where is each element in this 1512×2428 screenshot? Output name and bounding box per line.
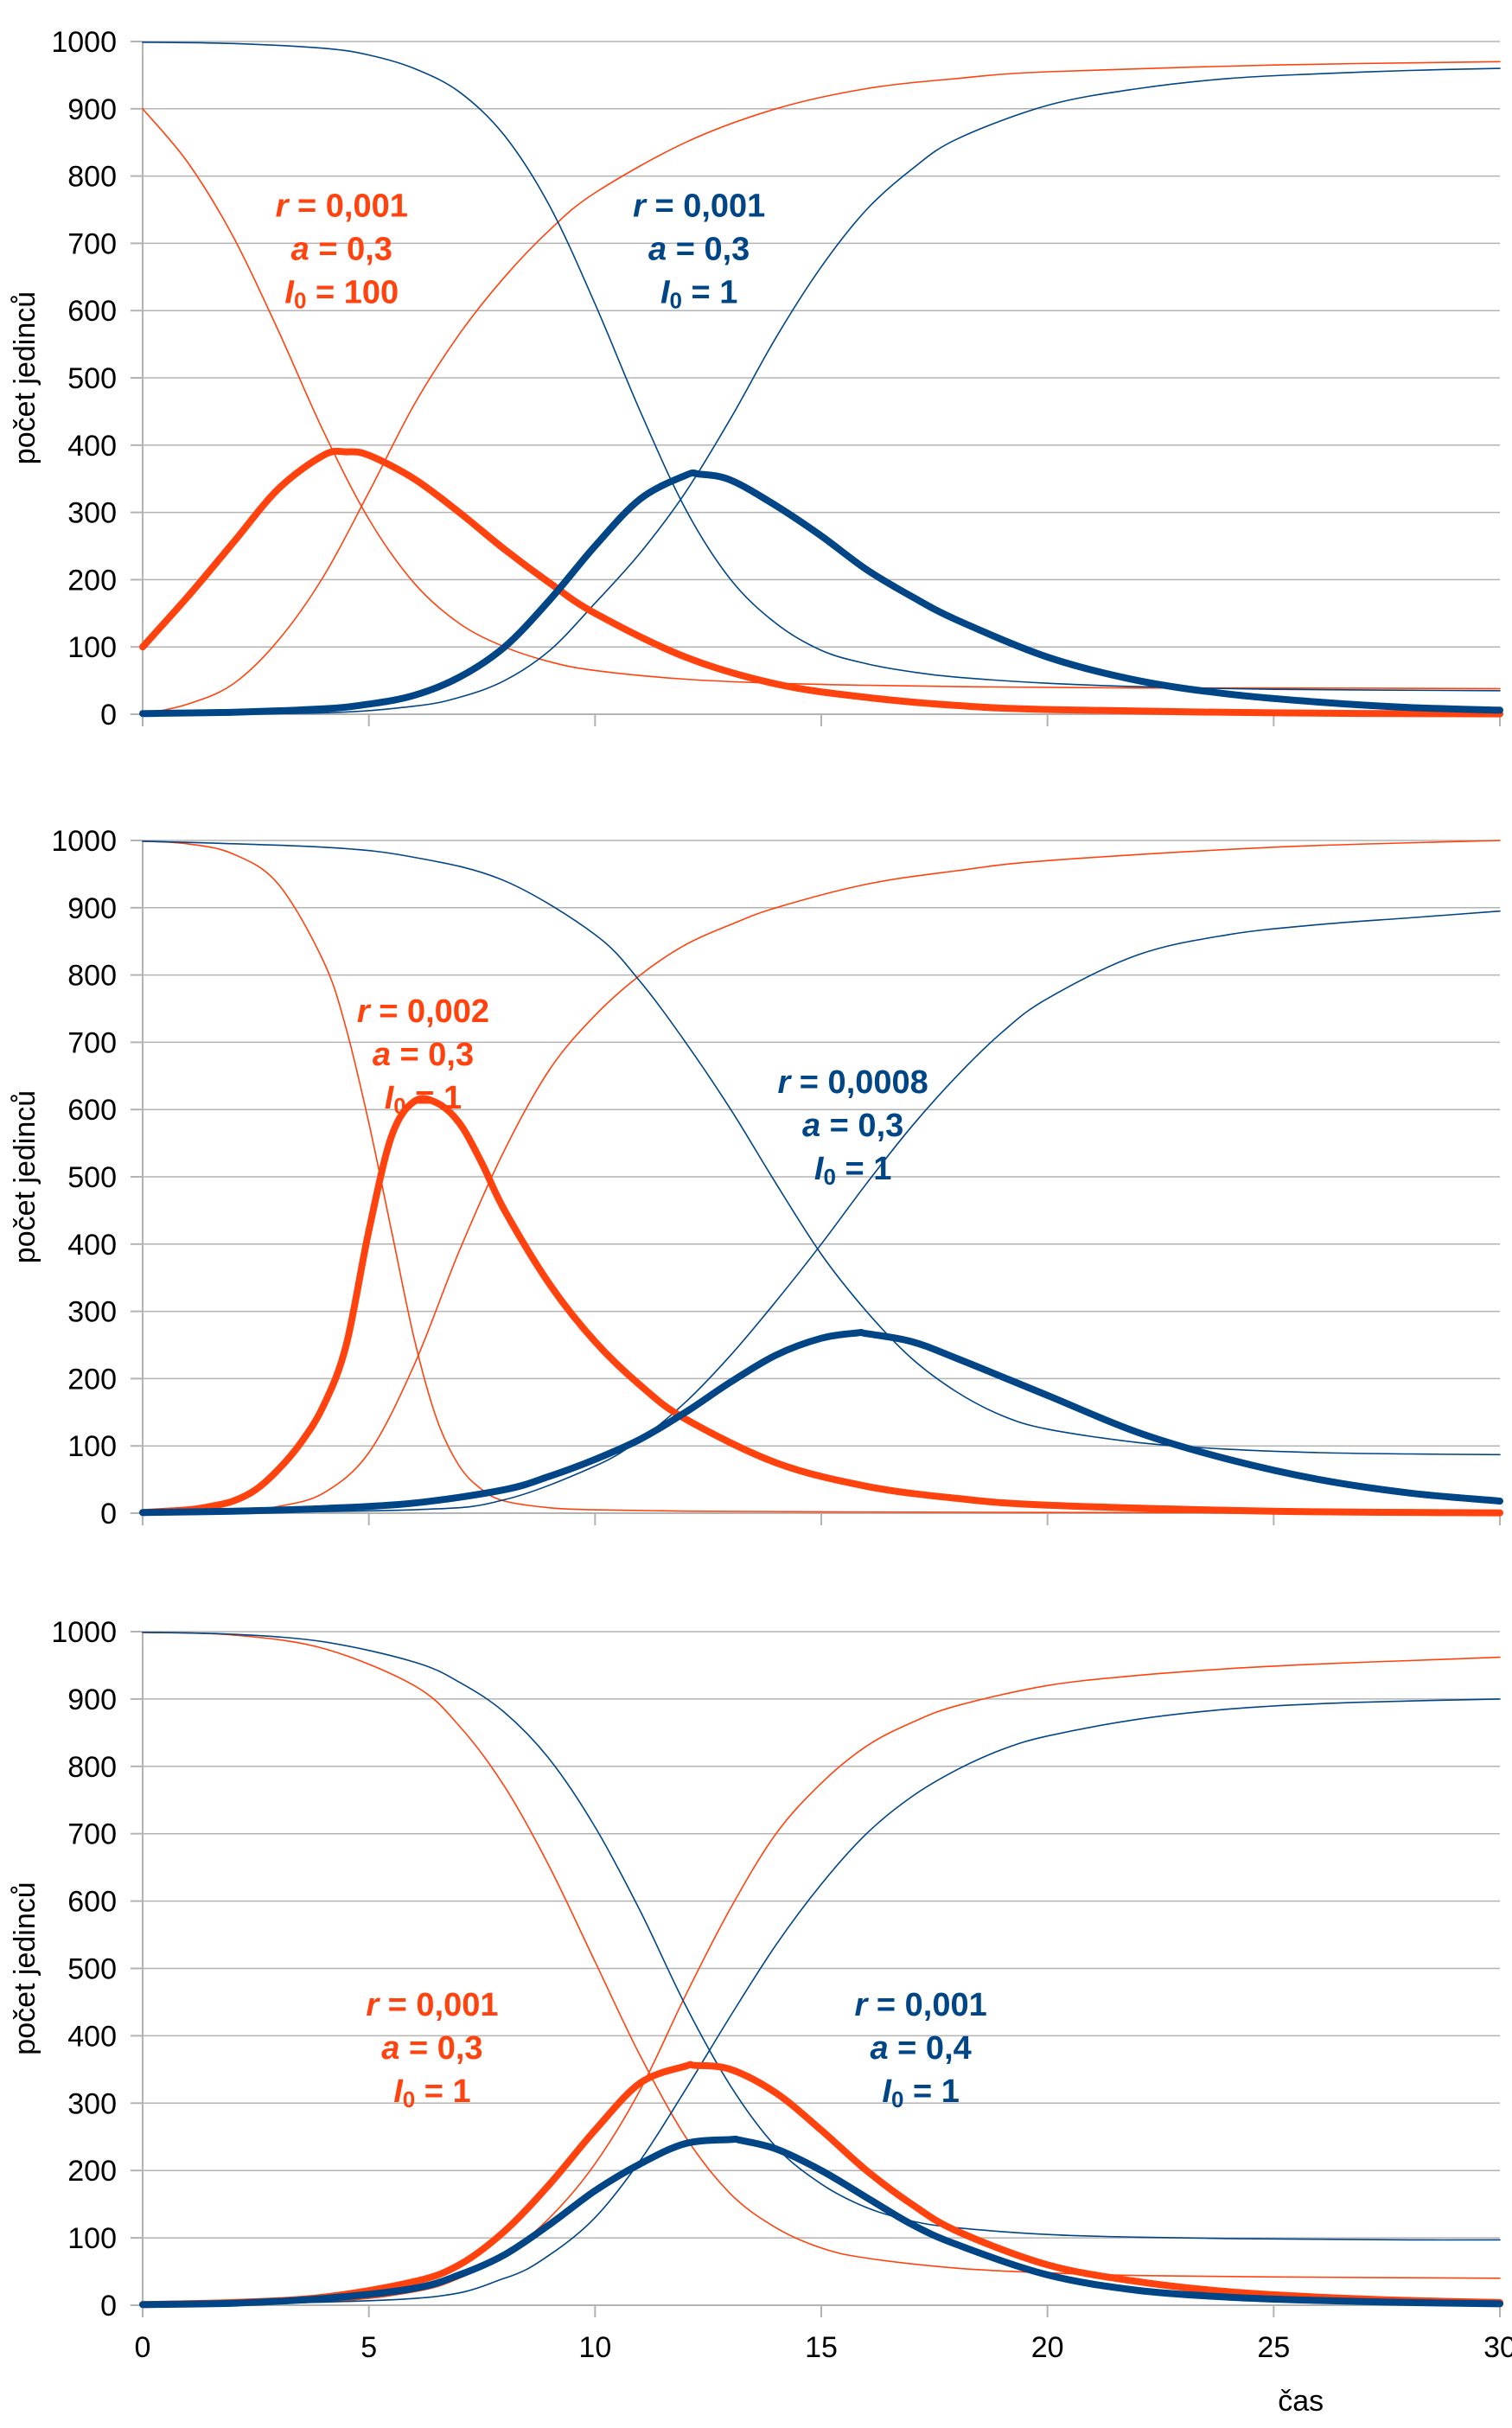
parameter-annotation-red: r = 0,001 a = 0,3 I0 = 1 [366,1987,498,2112]
y-tick-label: 200 [67,1363,117,1396]
y-tick-label: 900 [67,892,117,925]
annotation-a: a = 0,3 [648,231,750,267]
x-tick-label: 20 [1031,2331,1064,2364]
annotation-i0: I0 = 1 [660,274,737,313]
annotation-r: r = 0,002 [357,994,489,1030]
chart-panel-top: 0 100 200 300 400 500 600 700 800 900 1000 počet je… [9,26,1503,732]
y-axis-title: počet jedinců [9,1090,41,1263]
y-tick-label: 300 [67,497,117,530]
annotation-i0: I0 = 1 [385,1080,462,1119]
y-tick-label: 700 [67,1818,117,1851]
series-line-red-thin-0 [142,840,1501,1514]
annotation-a: a = 0,3 [802,1108,903,1144]
series-line-red-thin-2 [142,840,1501,1514]
annotation-i0: I0 = 1 [393,2073,470,2112]
y-tick-label: 1000 [51,26,117,59]
annotation-i0: I0 = 1 [882,2073,959,2112]
annotation-r: r = 0,001 [633,188,765,224]
y-axis-title: počet jedinců [9,291,41,464]
series-line-red-thin-2 [142,1656,1501,2306]
x-tick-label: 10 [578,2331,611,2364]
y-tick-label: 600 [67,1886,117,1919]
y-tick-label: 700 [67,1026,117,1059]
y-tick-label: 800 [67,960,117,993]
y-tick-label: 500 [67,1161,117,1194]
series-line-red-thin-0 [142,1632,1501,2279]
series-line-blue-bold-4 [139,469,1503,718]
y-tick-label: 400 [67,430,117,463]
y-tick-label: 100 [67,631,117,664]
series-line-blue-thin-5 [142,67,1501,715]
series-line-blue-thin-3 [142,42,1501,692]
y-tick-label: 100 [67,2222,117,2255]
annotation-a: a = 0,3 [381,2030,482,2067]
x-tick-label: 5 [360,2331,377,2364]
y-tick-label: 300 [67,1296,117,1329]
annotation-r: r = 0,0008 [777,1064,928,1101]
y-tick-label: 400 [67,2020,117,2053]
series-line-red-bold-1 [139,447,1503,718]
y-tick-label: 300 [67,2087,117,2120]
parameter-annotation-blue: r = 0,001 a = 0,3 I0 = 1 [633,188,765,313]
y-axis-title: počet jedinců [9,1882,41,2054]
series-line-blue-bold-4 [139,1328,1503,1517]
y-tick-label: 100 [67,1430,117,1463]
parameter-annotation-blue: r = 0,0008 a = 0,3 I0 = 1 [777,1064,928,1190]
y-tick-label: 900 [67,93,117,126]
series-line-red-thin-2 [142,61,1501,715]
y-tick-label: 0 [100,1498,117,1530]
series-line-blue-bold-4 [139,2135,1503,2309]
x-tick-label: 0 [135,2331,151,2364]
y-tick-label: 1000 [51,1616,117,1649]
y-tick-label: 600 [67,295,117,328]
y-tick-label: 500 [67,362,117,395]
y-tick-label: 600 [67,1094,117,1127]
x-tick-label: 25 [1257,2331,1290,2364]
series-line-blue-thin-5 [142,910,1501,1514]
series-line-blue-thin-5 [142,1698,1501,2306]
annotation-i0: I0 = 1 [814,1151,891,1190]
y-tick-label: 700 [67,227,117,260]
annotation-a: a = 0,3 [373,1037,474,1073]
annotation-r: r = 0,001 [366,1987,498,2023]
y-tick-label: 200 [67,564,117,597]
y-tick-label: 200 [67,2155,117,2188]
parameter-annotation-red: r = 0,002 a = 0,3 I0 = 1 [357,994,489,1119]
series-line-red-bold-1 [139,1095,1503,1517]
annotation-i0: I0 = 100 [284,274,399,313]
chart-panel-bottom: 0 100 200 300 400 500 600 700 800 900 1000 0 5 10 15 20… [9,1616,1512,2418]
parameter-annotation-blue: r = 0,001 a = 0,4 I0 = 1 [855,1987,987,2112]
y-tick-label: 800 [67,1751,117,1784]
annotation-a: a = 0,4 [870,2030,971,2067]
series-line-red-bold-1 [139,2061,1503,2309]
annotation-r: r = 0,001 [855,1987,987,2023]
y-tick-label: 500 [67,1953,117,1986]
y-tick-label: 800 [67,161,117,194]
x-axis-title: čas [1278,2385,1324,2418]
y-tick-label: 0 [100,699,117,732]
chart-panel-middle: 0 100 200 300 400 500 600 700 800 900 1000 počet je… [9,825,1503,1530]
y-tick-label: 400 [67,1229,117,1262]
y-tick-label: 1000 [51,825,117,858]
y-tick-label: 0 [100,2290,117,2323]
y-tick-label: 900 [67,1684,117,1716]
annotation-a: a = 0,3 [291,231,392,267]
series-line-red-thin-0 [142,108,1501,690]
x-tick-label: 30 [1483,2331,1512,2364]
annotation-r: r = 0,001 [276,188,408,224]
x-tick-label: 15 [805,2331,838,2364]
series-line-blue-thin-3 [142,840,1501,1456]
parameter-annotation-red: r = 0,001 a = 0,3 I0 = 100 [276,188,408,313]
series-line-blue-thin-3 [142,1632,1501,2241]
